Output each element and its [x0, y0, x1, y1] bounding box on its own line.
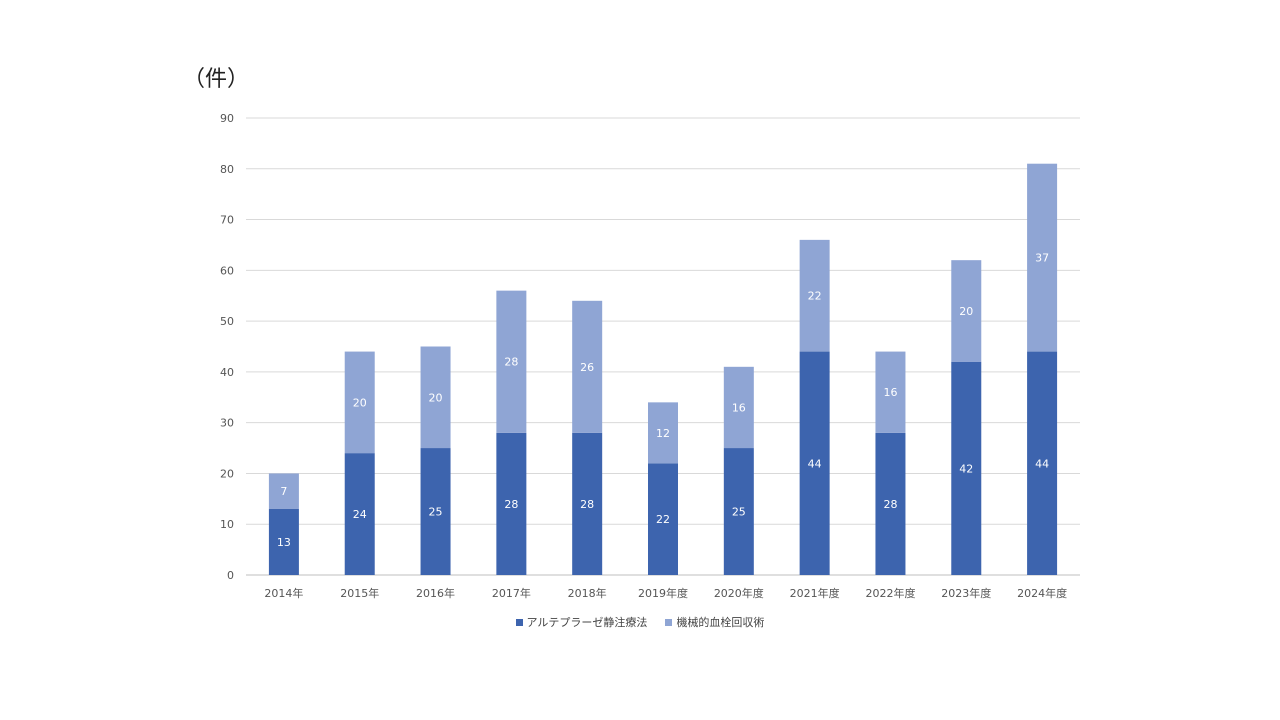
bar-segment [1027, 163, 1058, 352]
data-label: 20 [429, 391, 443, 404]
y-tick-label: 90 [220, 112, 234, 125]
bar-segment [572, 432, 603, 575]
legend-label: 機械的血栓回収術 [676, 616, 765, 629]
x-tick-label: 2018年 [568, 586, 607, 600]
data-label: 25 [429, 506, 443, 519]
data-label: 20 [959, 305, 973, 318]
data-label: 28 [580, 498, 594, 511]
bar-segment [572, 300, 603, 433]
data-label: 37 [1035, 252, 1049, 265]
data-label: 16 [883, 386, 897, 399]
data-label: 44 [808, 457, 822, 470]
data-label: 44 [1035, 457, 1049, 470]
bar-segment [344, 453, 375, 575]
bar-segment [723, 366, 754, 449]
data-label: 28 [504, 356, 518, 369]
y-tick-label: 0 [227, 569, 234, 582]
data-label: 7 [280, 485, 287, 498]
data-label: 28 [883, 498, 897, 511]
y-tick-label: 10 [220, 518, 234, 531]
x-tick-label: 2016年 [416, 586, 455, 600]
data-label: 20 [353, 396, 367, 409]
y-tick-label: 80 [220, 163, 234, 176]
legend-item: 機械的血栓回収術 [665, 614, 764, 630]
x-tick-label: 2021年度 [790, 586, 840, 600]
bar-segment [268, 473, 299, 509]
bar-segment [799, 239, 830, 352]
bar-segment [344, 351, 375, 454]
chart-legend: アルテプラーゼ静注療法 機械的血栓回収術 [0, 614, 1280, 630]
bar-segment [648, 402, 678, 464]
x-tick-label: 2019年度 [638, 586, 688, 600]
data-label: 16 [732, 401, 746, 414]
data-label: 22 [808, 290, 822, 303]
y-axis-unit-label: （件） [183, 67, 250, 92]
x-tick-label: 2020年度 [714, 586, 764, 600]
bar-segment [648, 463, 678, 575]
legend-label: アルテプラーゼ静注療法 [526, 616, 648, 629]
data-label: 13 [277, 536, 291, 549]
bar-segment [875, 432, 906, 575]
data-label: 26 [580, 361, 594, 374]
legend-swatch [665, 618, 673, 626]
data-label: 28 [504, 498, 518, 511]
x-tick-label: 2017年 [492, 586, 531, 600]
y-tick-label: 70 [220, 214, 234, 227]
legend-item: アルテプラーゼ静注療法 [515, 614, 648, 630]
x-tick-label: 2015年 [340, 586, 379, 600]
legend-swatch [515, 618, 523, 626]
bar-segment [496, 290, 527, 433]
x-tick-label: 2014年 [264, 586, 303, 600]
data-label: 42 [959, 462, 973, 475]
x-tick-label: 2023年度 [941, 586, 991, 600]
data-label: 25 [732, 506, 746, 519]
y-tick-label: 60 [220, 264, 234, 277]
bar-segment [420, 346, 451, 449]
bar-segment [951, 260, 982, 362]
data-label: 22 [656, 513, 670, 526]
bar-segment [420, 448, 451, 575]
x-tick-label: 2024年度 [1017, 586, 1067, 600]
bar-segment [875, 351, 906, 433]
bar-segment [1027, 351, 1058, 575]
bar-segment [723, 448, 754, 575]
bar-segment [799, 351, 830, 575]
bar-segment [951, 361, 982, 575]
data-label: 24 [353, 508, 367, 521]
y-tick-label: 20 [220, 467, 234, 480]
bar-segment [496, 432, 527, 575]
x-tick-label: 2022年度 [865, 586, 915, 600]
y-tick-label: 50 [220, 315, 234, 328]
bar-segment [268, 508, 299, 575]
y-tick-label: 40 [220, 366, 234, 379]
data-label: 12 [656, 427, 670, 440]
y-tick-label: 30 [220, 417, 234, 430]
